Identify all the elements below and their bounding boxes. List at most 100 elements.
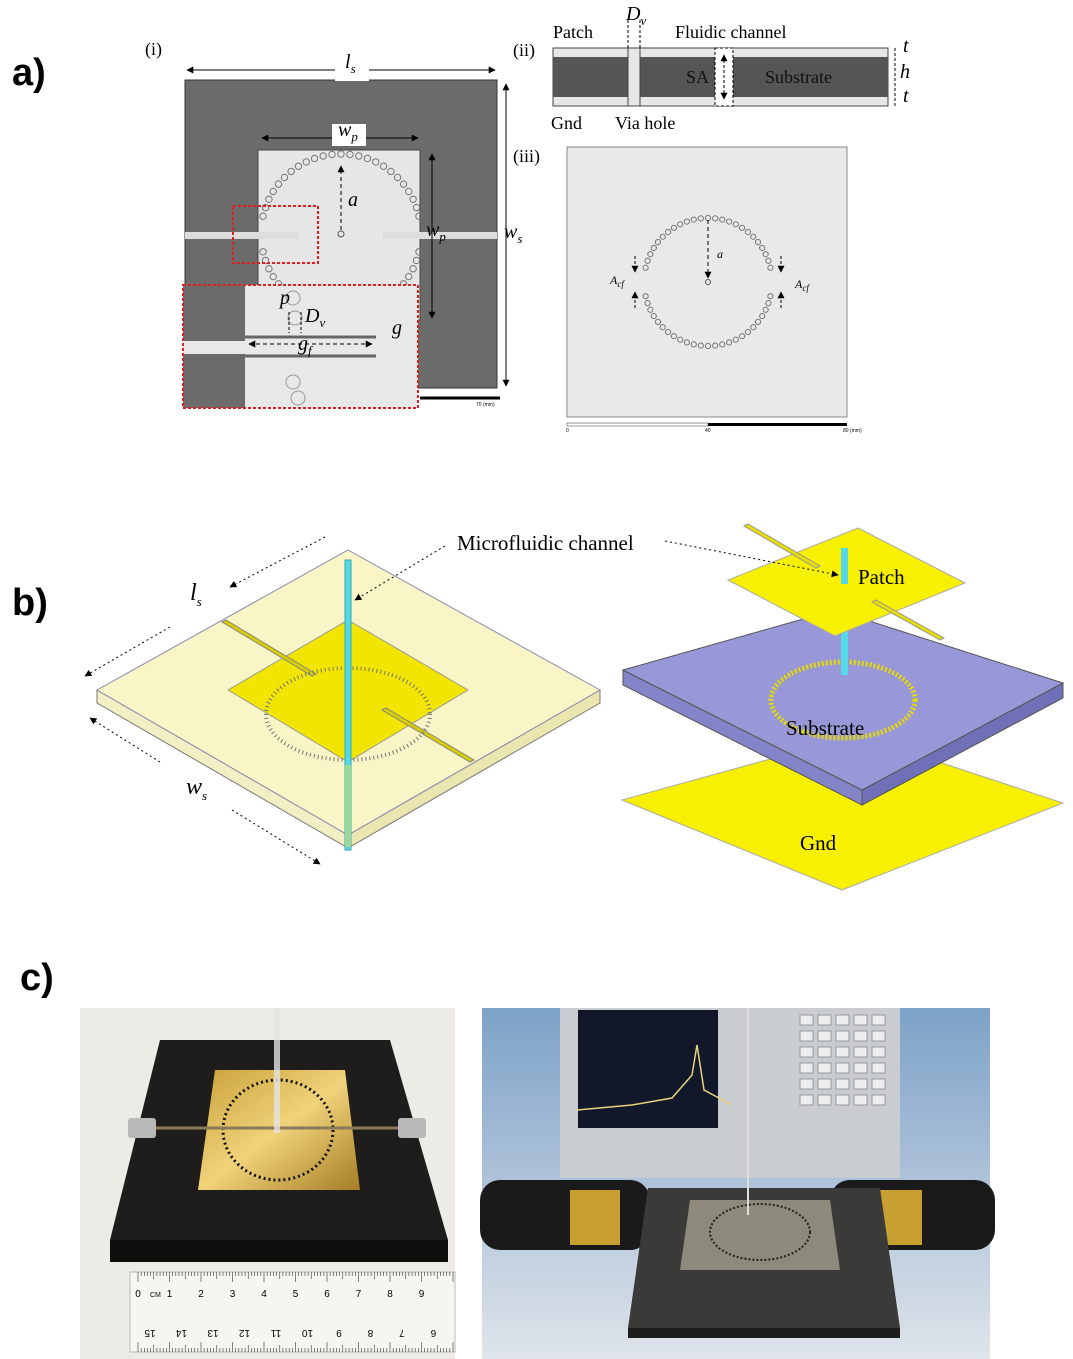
via <box>412 256 421 265</box>
via <box>363 154 372 163</box>
label: gf <box>298 333 314 358</box>
via <box>659 233 666 240</box>
shape <box>285 290 306 406</box>
label: Patch <box>858 565 905 589</box>
key <box>817 1078 832 1090</box>
ruler <box>129 1271 456 1353</box>
label-part: p <box>350 129 358 144</box>
via <box>285 290 301 306</box>
feed-line <box>870 599 946 641</box>
key <box>817 1030 832 1042</box>
label: t <box>903 35 909 57</box>
scale-bar <box>566 422 709 427</box>
label: Substrate <box>786 716 864 740</box>
channel-lower <box>345 765 351 847</box>
via-ring <box>709 1203 811 1261</box>
ruler-label: 6 <box>324 1289 330 1300</box>
via <box>750 233 757 240</box>
ruler-label: 9 <box>419 1289 425 1300</box>
label: wp <box>338 119 358 144</box>
via <box>754 238 762 246</box>
channel-hole <box>337 230 345 238</box>
label: Dv <box>625 3 646 28</box>
via <box>726 339 733 346</box>
via <box>393 173 402 182</box>
via <box>650 312 657 320</box>
ruler-label: 14 <box>176 1327 188 1338</box>
via <box>759 312 766 320</box>
via <box>412 203 421 212</box>
scale-bar <box>708 423 847 426</box>
label-part: A <box>609 273 618 287</box>
via <box>738 333 746 340</box>
arrow <box>84 626 171 677</box>
via <box>697 215 704 222</box>
feed-line <box>383 232 497 239</box>
label: ws <box>186 774 207 803</box>
via <box>405 272 413 281</box>
label-part: cf <box>802 283 810 293</box>
label: Acf <box>609 273 625 289</box>
key <box>799 1094 814 1106</box>
via-ring <box>264 666 432 762</box>
via <box>346 150 354 159</box>
ruler-label: 11 <box>270 1327 281 1338</box>
via <box>719 341 726 348</box>
key <box>799 1014 814 1026</box>
via <box>261 256 270 265</box>
via <box>712 215 719 222</box>
ruler-label: 7 <box>399 1327 405 1338</box>
label-part: s <box>517 231 522 246</box>
label-part: w <box>504 221 518 243</box>
ruler-label: 2 <box>198 1289 204 1300</box>
key <box>835 1014 850 1026</box>
via <box>738 224 746 231</box>
label-part: l <box>345 51 351 73</box>
key <box>853 1062 868 1074</box>
via <box>290 390 306 406</box>
channel <box>841 630 848 675</box>
via <box>269 187 277 196</box>
via-ring <box>221 1078 335 1182</box>
key <box>799 1078 814 1090</box>
label-part: s <box>197 594 202 609</box>
via <box>319 152 327 160</box>
label: Patch <box>553 22 593 42</box>
scale-label: 0 <box>566 428 569 434</box>
label: Gnd <box>800 831 837 855</box>
via <box>302 158 310 166</box>
ruler-label: 8 <box>367 1327 373 1338</box>
keypad <box>799 1014 886 1106</box>
analyzer-screen <box>578 1010 718 1128</box>
ruler-label: 10 <box>302 1327 314 1338</box>
via <box>387 167 395 176</box>
key <box>799 1062 814 1074</box>
via <box>372 158 380 166</box>
key <box>853 1046 868 1058</box>
via <box>294 162 303 170</box>
label: h <box>900 61 910 83</box>
substrate-top <box>621 609 1065 791</box>
label: wp <box>426 219 446 244</box>
ruler-unit: CM <box>150 1292 161 1299</box>
label: t <box>903 85 909 107</box>
arrow <box>231 809 321 865</box>
label: p <box>278 287 290 309</box>
ruler-label: 0 <box>135 1289 141 1300</box>
label: ls <box>345 51 356 76</box>
via <box>328 150 336 159</box>
sub-label: (i) <box>145 39 162 60</box>
label: ls <box>190 580 202 609</box>
via <box>762 251 769 258</box>
via <box>677 221 684 228</box>
label: Acf <box>794 277 810 293</box>
label-part: s <box>351 61 356 76</box>
patch-photo <box>680 1200 840 1270</box>
feed-line <box>380 707 476 763</box>
connector <box>398 1118 426 1138</box>
key <box>871 1030 886 1042</box>
via <box>767 264 774 271</box>
via <box>683 339 690 346</box>
label-part: p <box>438 229 446 244</box>
